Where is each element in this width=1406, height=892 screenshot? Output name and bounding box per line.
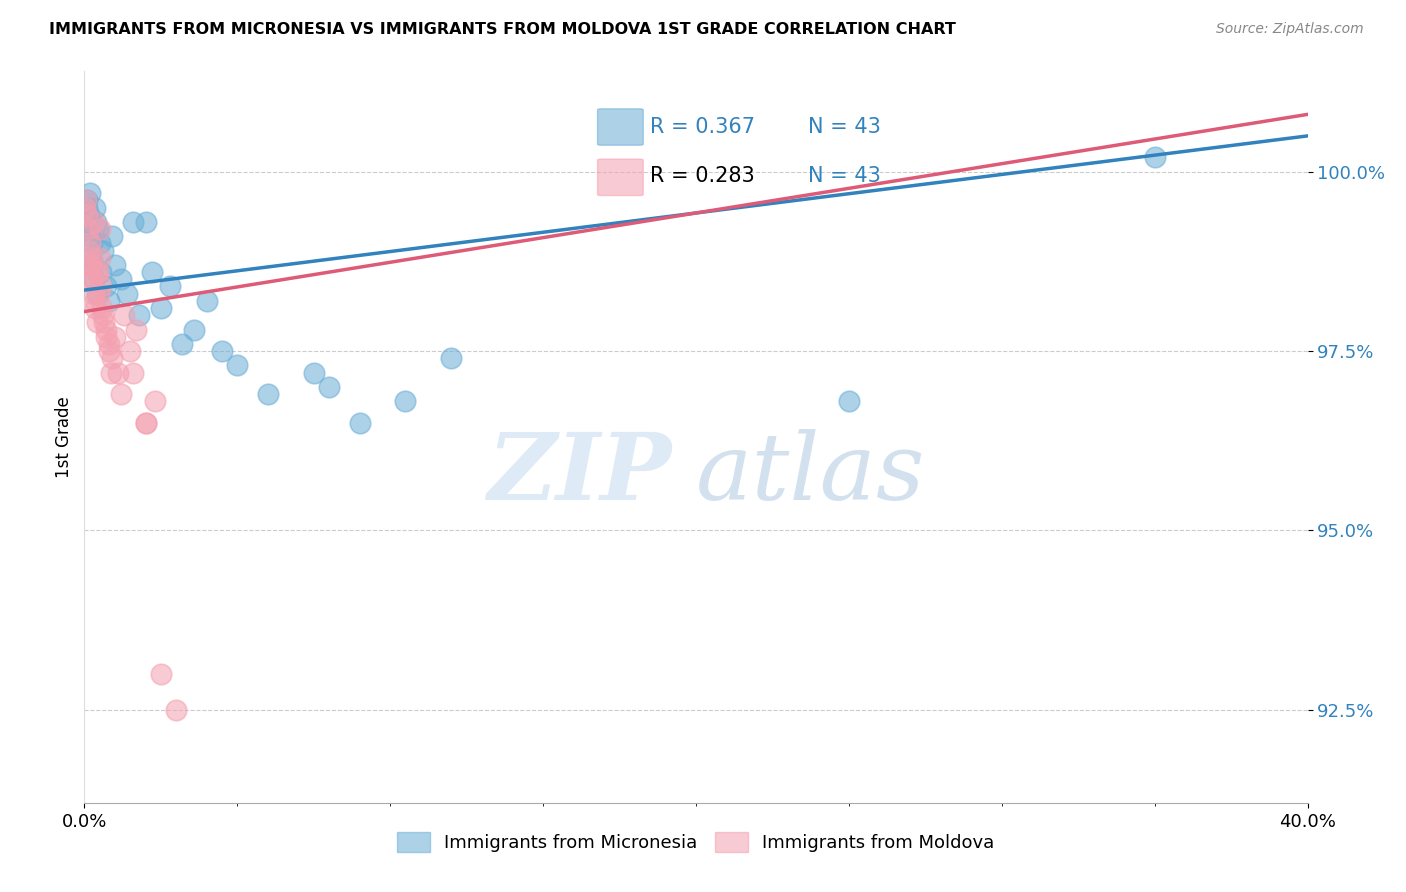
Text: R = 0.367: R = 0.367 xyxy=(650,117,755,137)
Point xyxy=(110,387,132,401)
Point xyxy=(87,265,110,279)
Point xyxy=(89,222,111,236)
Point xyxy=(440,351,463,366)
Point xyxy=(94,279,117,293)
Point xyxy=(125,322,148,336)
Point xyxy=(77,208,100,222)
Point xyxy=(100,366,122,380)
Point xyxy=(96,329,118,343)
Point xyxy=(318,380,340,394)
Point xyxy=(83,215,105,229)
Point xyxy=(110,272,132,286)
Point xyxy=(172,336,194,351)
Point xyxy=(79,258,101,272)
Point xyxy=(75,215,97,229)
Point xyxy=(77,222,100,236)
Point xyxy=(97,293,120,308)
Point xyxy=(87,222,110,236)
Point xyxy=(75,201,97,215)
Point xyxy=(84,215,107,229)
Point xyxy=(90,279,112,293)
Text: IMMIGRANTS FROM MICRONESIA VS IMMIGRANTS FROM MOLDOVA 1ST GRADE CORRELATION CHAR: IMMIGRANTS FROM MICRONESIA VS IMMIGRANTS… xyxy=(49,22,956,37)
FancyBboxPatch shape xyxy=(598,109,644,145)
FancyBboxPatch shape xyxy=(598,159,644,195)
Point xyxy=(159,279,181,293)
Point xyxy=(135,416,157,430)
Point xyxy=(91,308,114,322)
Point xyxy=(115,286,138,301)
Point xyxy=(135,416,157,430)
Point xyxy=(84,293,107,308)
Text: N = 43: N = 43 xyxy=(808,166,882,186)
Point xyxy=(76,208,98,222)
Point xyxy=(77,244,100,258)
Point xyxy=(211,344,233,359)
Point xyxy=(79,229,101,244)
Point xyxy=(257,387,280,401)
Point xyxy=(82,258,104,272)
Point xyxy=(122,215,145,229)
Point xyxy=(149,301,172,315)
Point xyxy=(83,272,105,286)
Point xyxy=(183,322,205,336)
Point xyxy=(84,201,107,215)
Point xyxy=(394,394,416,409)
Point xyxy=(122,366,145,380)
Point xyxy=(91,301,114,315)
Point xyxy=(165,702,187,716)
Point xyxy=(84,301,107,315)
Point xyxy=(101,351,124,366)
Point xyxy=(76,194,98,208)
Point xyxy=(838,394,860,409)
Point xyxy=(1143,150,1166,164)
Point xyxy=(75,194,97,208)
Point xyxy=(141,265,163,279)
Point xyxy=(89,251,111,265)
Point xyxy=(93,315,115,329)
Point xyxy=(97,336,120,351)
Point xyxy=(80,272,103,286)
Point xyxy=(80,251,103,265)
Point xyxy=(79,186,101,201)
Point xyxy=(226,359,249,373)
Point xyxy=(101,229,124,244)
Point xyxy=(143,394,166,409)
Point xyxy=(128,308,150,322)
Y-axis label: 1st Grade: 1st Grade xyxy=(55,396,73,478)
Point xyxy=(80,258,103,272)
Point xyxy=(77,222,100,236)
Point xyxy=(195,293,218,308)
Point xyxy=(87,286,110,301)
Point xyxy=(349,416,371,430)
Point xyxy=(83,286,105,301)
Point xyxy=(149,666,172,681)
Legend: Immigrants from Micronesia, Immigrants from Moldova: Immigrants from Micronesia, Immigrants f… xyxy=(389,825,1002,860)
Point xyxy=(90,265,112,279)
Point xyxy=(86,286,108,301)
Point xyxy=(82,272,104,286)
Point xyxy=(89,236,111,251)
Point xyxy=(112,308,135,322)
Point xyxy=(94,322,117,336)
Point xyxy=(97,344,120,359)
Point xyxy=(79,236,101,251)
Point xyxy=(82,251,104,265)
Point xyxy=(104,329,127,343)
Text: atlas: atlas xyxy=(696,429,925,518)
Point xyxy=(86,265,108,279)
Text: N = 43: N = 43 xyxy=(808,117,882,137)
Point xyxy=(80,236,103,251)
Point xyxy=(302,366,325,380)
Point xyxy=(135,215,157,229)
Point xyxy=(107,366,129,380)
Point xyxy=(91,244,114,258)
Point xyxy=(86,315,108,329)
Point xyxy=(76,201,98,215)
Point xyxy=(120,344,142,359)
Text: R = 0.283: R = 0.283 xyxy=(650,166,755,186)
Text: ZIP: ZIP xyxy=(488,429,672,518)
Text: Source: ZipAtlas.com: Source: ZipAtlas.com xyxy=(1216,22,1364,37)
Point xyxy=(104,258,127,272)
